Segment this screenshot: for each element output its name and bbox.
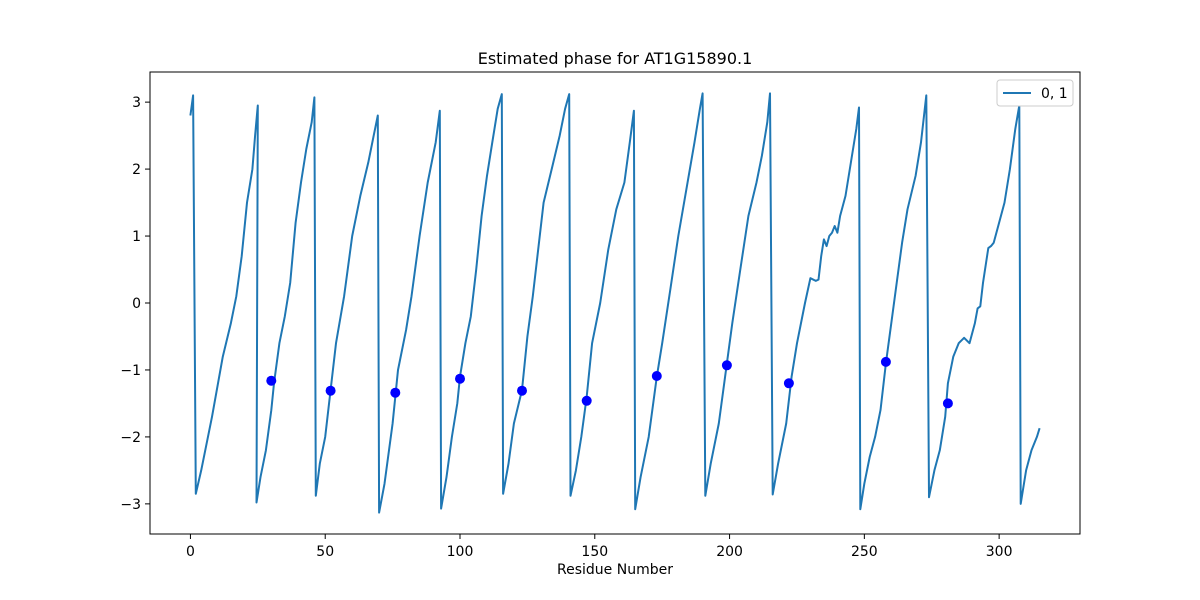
marker-point [783, 378, 794, 389]
marker-point [651, 371, 662, 381]
x-tick-label: 150 [581, 544, 608, 560]
x-tick-label: 300 [986, 544, 1013, 560]
marker-point [266, 375, 277, 386]
marker-point [721, 360, 732, 371]
y-tick-label: 0 [132, 296, 141, 312]
axes: 0 50 100 150 200 250 300 −3 −2 −1 0 1 2 3 [120, 71, 1081, 560]
y-tick-label: 1 [132, 229, 141, 245]
marker-point [325, 385, 336, 396]
y-tick-label: −1 [120, 363, 141, 379]
marker-point [880, 356, 891, 367]
x-axis-title: Residue Number [557, 562, 673, 578]
y-tick-label: 3 [132, 95, 141, 111]
legend: 0, 1 [996, 79, 1074, 107]
marker-point [390, 387, 401, 398]
x-tick-label: 100 [447, 544, 474, 560]
x-tick-label: 200 [716, 544, 743, 560]
legend-label: 0, 1 [1041, 86, 1068, 102]
marker-point [455, 373, 465, 384]
plot-area [189, 92, 1041, 514]
y-tick-label: −2 [120, 430, 141, 446]
chart-title: Estimated phase for AT1G15890.1 [478, 49, 753, 68]
x-tick-label: 50 [316, 544, 334, 560]
marker-point [942, 398, 953, 409]
series-line-0 [189, 92, 1041, 514]
x-tick-label: 250 [851, 544, 878, 560]
marker-point [517, 385, 527, 396]
x-tick-label: 0 [186, 544, 195, 560]
y-tick-label: 2 [132, 162, 141, 178]
legend-box [996, 79, 1074, 107]
marker-point [581, 395, 592, 406]
y-tick-label: −3 [120, 497, 141, 513]
